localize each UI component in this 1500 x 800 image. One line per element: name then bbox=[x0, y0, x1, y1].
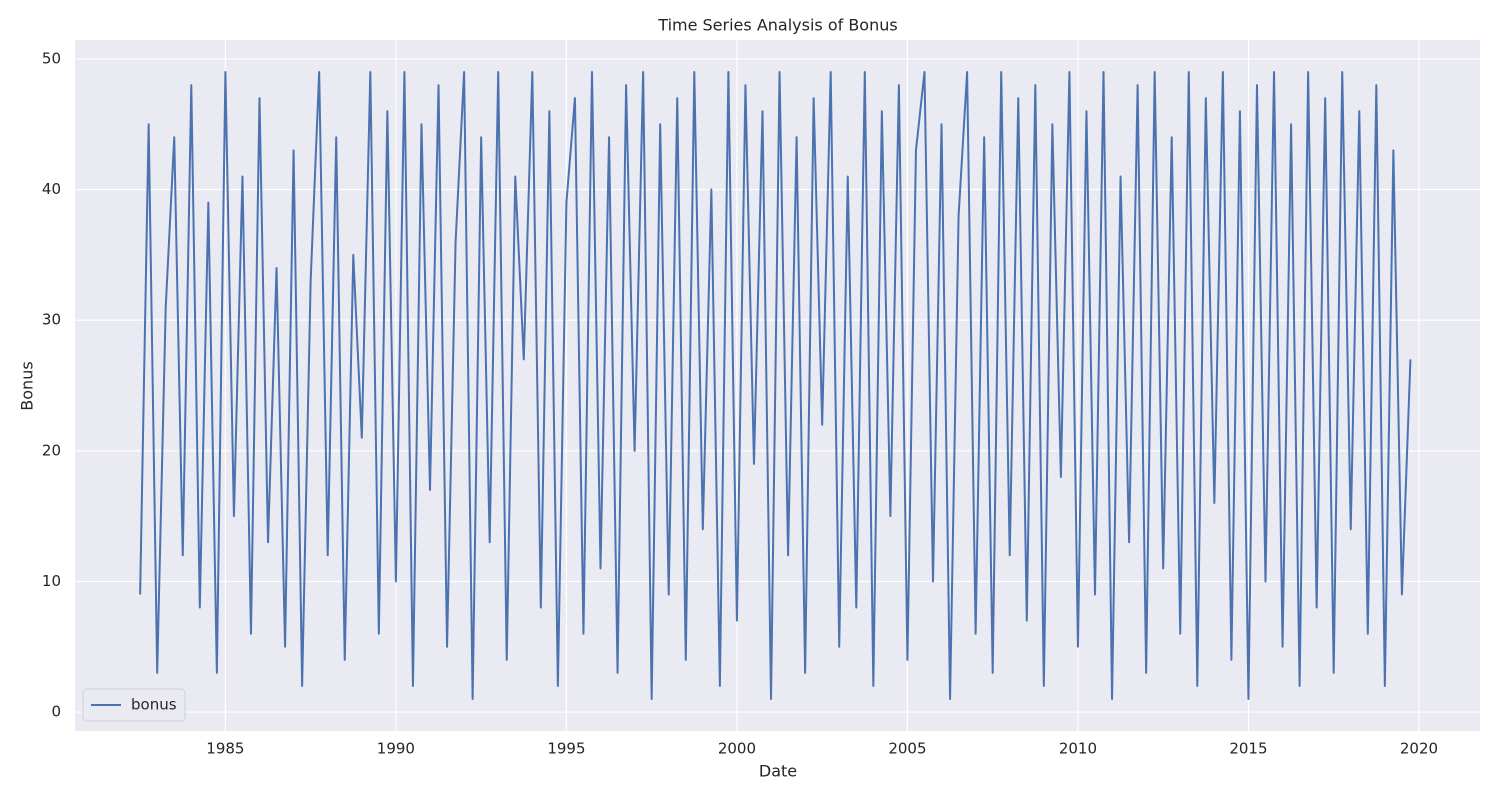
y-axis-label: Bonus bbox=[18, 361, 37, 410]
y-tick-label: 40 bbox=[42, 180, 61, 198]
x-tick-label: 2010 bbox=[1059, 740, 1097, 758]
x-tick-label: 2015 bbox=[1229, 740, 1267, 758]
y-tick-label: 10 bbox=[42, 572, 61, 590]
legend-label: bonus bbox=[131, 696, 177, 714]
x-tick-label: 1985 bbox=[206, 740, 244, 758]
line-series bbox=[139, 71, 1412, 700]
x-tick-label: 1990 bbox=[377, 740, 415, 758]
x-tick-label: 1995 bbox=[547, 740, 585, 758]
y-tick-label: 0 bbox=[51, 703, 61, 721]
x-axis-label: Date bbox=[759, 762, 797, 781]
x-tick-label: 2020 bbox=[1400, 740, 1438, 758]
chart-title: Time Series Analysis of Bonus bbox=[657, 16, 897, 35]
legend-box bbox=[82, 688, 186, 722]
y-tick-label: 50 bbox=[42, 49, 61, 67]
marks bbox=[139, 71, 1412, 700]
legend: bonus bbox=[82, 688, 186, 722]
x-tick-label: 2000 bbox=[718, 740, 756, 758]
y-tick-label: 20 bbox=[42, 441, 61, 459]
y-tick-label: 30 bbox=[42, 311, 61, 329]
x-tick-label: 2005 bbox=[888, 740, 926, 758]
